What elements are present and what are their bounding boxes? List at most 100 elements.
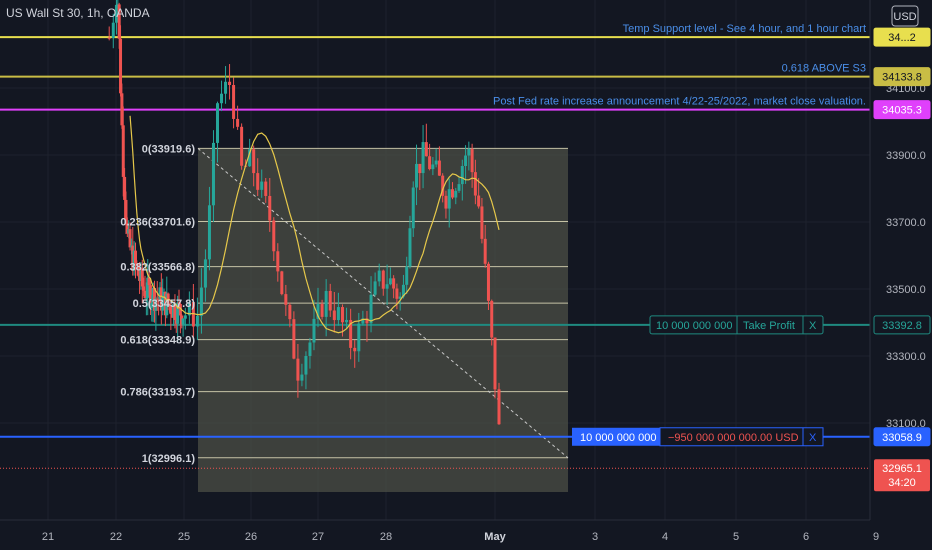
candle-body — [117, 4, 121, 39]
fibonacci-level-label: 0.786(33193.7) — [120, 387, 195, 399]
candle-body — [365, 318, 369, 324]
candle-body — [178, 303, 182, 316]
price-tag — [873, 315, 931, 335]
candle-body — [395, 288, 399, 299]
price-tag — [873, 100, 931, 120]
candle-body — [401, 284, 405, 297]
currency-badge[interactable]: USD — [891, 5, 919, 27]
candle-body — [150, 302, 154, 308]
candle-body — [377, 270, 381, 282]
price-tag-text: 34035.3 — [882, 105, 922, 117]
fibonacci-level-label: 0.382(33566.8) — [120, 262, 195, 274]
candle-body — [199, 287, 203, 316]
candle-body — [173, 303, 177, 321]
candle-body — [292, 319, 296, 359]
price-tick-label: 33100.0 — [886, 418, 926, 430]
candle-body — [353, 347, 357, 352]
candle-body — [121, 125, 125, 177]
candle-body — [467, 148, 471, 156]
candle-body — [381, 270, 385, 289]
candle-body — [256, 173, 260, 190]
price-tag — [873, 67, 931, 87]
time-tick-label: 21 — [42, 531, 54, 543]
price-tick-label: 33300.0 — [886, 351, 926, 363]
candle-body — [411, 187, 415, 229]
fibonacci-level-label: 0.5(33457.8) — [133, 298, 196, 310]
candle-body — [125, 222, 129, 234]
candle-body — [312, 318, 316, 343]
candle-body — [146, 277, 150, 298]
time-axis[interactable] — [0, 520, 932, 550]
candle-body — [304, 355, 308, 375]
horizontal-line-annotation: Temp Support level - See 4 hour, and 1 h… — [623, 23, 866, 35]
candle-body — [457, 184, 461, 191]
take-profit-label: Take Profit — [743, 320, 795, 332]
candle-body — [240, 126, 244, 166]
candle-body — [441, 175, 445, 196]
chart-title: US Wall St 30, 1h, OANDA — [6, 6, 150, 20]
candle-body — [111, 22, 115, 39]
time-tick-label: 27 — [312, 531, 324, 543]
candle-body — [203, 259, 207, 288]
time-tick-label: 9 — [873, 531, 879, 543]
fibonacci-trendline[interactable] — [197, 148, 569, 459]
candle-body — [392, 278, 396, 289]
candle-body — [454, 190, 458, 198]
position-close-icon: X — [809, 432, 817, 444]
candle-body — [276, 251, 280, 272]
fibonacci-level-label: 0.236(33701.6) — [120, 216, 195, 228]
price-tag-text: 34133.8 — [882, 72, 922, 84]
candle-body — [345, 319, 349, 323]
price-axis[interactable] — [870, 0, 932, 550]
currency-label: USD — [893, 11, 916, 23]
price-tick-label: 33500.0 — [886, 284, 926, 296]
horizontal-line-annotation: Post Fed rate increase announcement 4/22… — [493, 96, 866, 108]
candle-body — [444, 195, 448, 209]
candle-body — [424, 142, 428, 157]
horizontal-line-annotation: 0.618 ABOVE S3 — [782, 63, 866, 75]
candles — [107, 0, 501, 425]
candle-body — [434, 160, 438, 165]
time-axis-labels: 21 22 25 26 27 28 May 3 4 5 6 9 — [42, 531, 879, 543]
candle-body — [405, 266, 409, 285]
candle-body — [181, 318, 185, 325]
fibonacci-level-label: 0(33919.6) — [142, 143, 196, 155]
candle-body — [328, 290, 332, 311]
candle-body — [320, 304, 324, 317]
candle-body — [144, 297, 148, 299]
candle-body — [191, 302, 195, 327]
candle-body — [497, 389, 501, 425]
time-tick-label: 5 — [733, 531, 739, 543]
candle-body — [431, 164, 435, 170]
candle-body — [490, 300, 494, 338]
candle-body — [486, 263, 490, 301]
candle-body — [260, 181, 264, 190]
candle-body — [120, 93, 124, 126]
candle-body — [280, 271, 284, 295]
price-tags: 34...2 34133.8 34035.3 33392.8 33058.9 32965.… — [873, 27, 931, 492]
candle-body — [220, 93, 224, 104]
countdown-text: 34:20 — [888, 477, 916, 489]
candle-body — [332, 310, 336, 321]
candle-body — [296, 358, 300, 381]
fibonacci-box[interactable] — [198, 148, 568, 492]
candle-body — [232, 84, 236, 119]
candle-body — [216, 103, 219, 143]
candle-body — [421, 142, 425, 174]
candle-body — [336, 307, 340, 321]
candle-body — [154, 298, 158, 311]
candle-body — [418, 163, 422, 174]
take-profit-close-icon: X — [809, 320, 817, 332]
time-tick-label: May — [484, 531, 506, 543]
candle-body — [408, 228, 412, 267]
price-tag — [873, 27, 931, 47]
candle-body — [123, 176, 127, 200]
candle-body — [224, 81, 228, 94]
candle-body — [124, 199, 128, 223]
candle-body — [107, 37, 111, 39]
candle-body — [324, 290, 328, 317]
position-pnl-box — [659, 427, 824, 447]
candle-body — [464, 155, 468, 167]
price-tag-text: 34...2 — [888, 32, 916, 44]
